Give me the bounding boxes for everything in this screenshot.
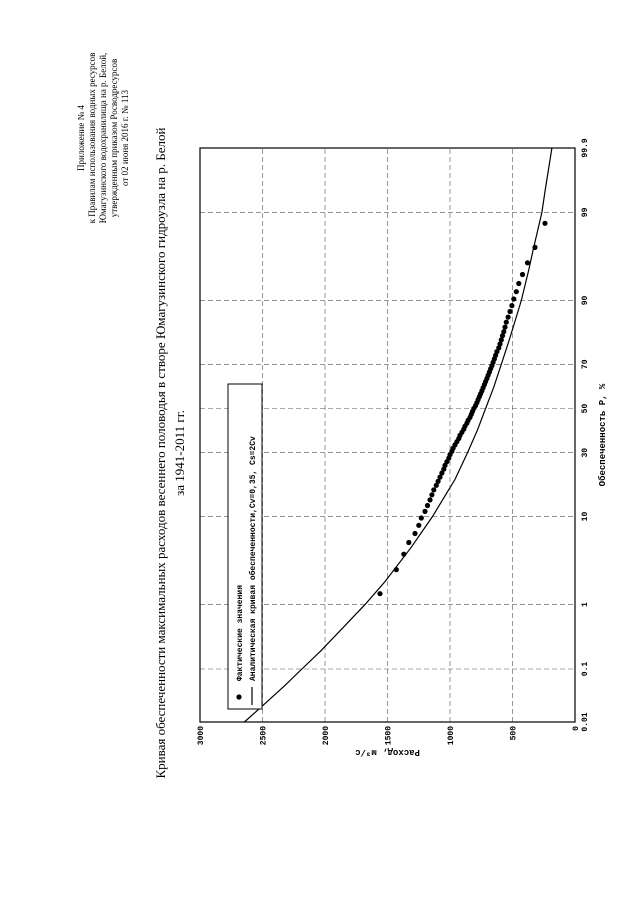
header-line-5: от 02 июня 2016 г. № 113 bbox=[120, 90, 130, 186]
y-tick-label: 2000 bbox=[322, 726, 331, 745]
x-tick-label: 10 bbox=[581, 512, 590, 522]
legend-box bbox=[227, 383, 263, 710]
data-point bbox=[502, 324, 508, 330]
legend-point-marker bbox=[236, 694, 242, 700]
chart-title: Кривая обеспеченности максимальных расхо… bbox=[153, 127, 168, 778]
data-point bbox=[499, 333, 506, 339]
x-tick-label: 0.1 bbox=[581, 662, 590, 677]
data-point bbox=[401, 551, 407, 557]
data-point bbox=[422, 508, 428, 514]
data-point bbox=[532, 244, 538, 250]
header-line-3: Юмагузинского водохранилища на р. Белой, bbox=[98, 53, 108, 224]
probability-chart: 0.01 0.1 1 10 30 50 70 90 99 99.9 0 500 1000 1500 2000… bbox=[197, 138, 608, 757]
appendix-header: Приложение № 4 к Правилам использования … bbox=[76, 53, 130, 224]
x-tick-label: 99 bbox=[581, 207, 590, 217]
data-point bbox=[511, 296, 517, 302]
data-point bbox=[433, 482, 439, 488]
data-point bbox=[498, 337, 504, 343]
y-tick-label: 2500 bbox=[260, 726, 269, 745]
y-tick-label: 0 bbox=[572, 726, 581, 731]
data-point bbox=[393, 567, 399, 573]
legend: Фактические значения Аналитическая кривая… bbox=[227, 383, 263, 710]
plot-frame bbox=[199, 147, 576, 723]
data-point bbox=[439, 470, 445, 476]
data-point bbox=[431, 487, 437, 493]
data-point bbox=[516, 280, 522, 287]
header-line-2: к Правилам использования водных ресурсов bbox=[87, 53, 97, 224]
data-point bbox=[509, 302, 515, 309]
data-point bbox=[505, 314, 511, 320]
data-point bbox=[424, 502, 431, 509]
legend-points-label: Фактические значения bbox=[236, 585, 245, 681]
data-point bbox=[507, 308, 513, 315]
data-point bbox=[513, 289, 519, 295]
data-point bbox=[519, 271, 526, 278]
data-point bbox=[503, 319, 509, 325]
x-tick-label: 30 bbox=[581, 448, 590, 458]
data-point bbox=[412, 530, 418, 537]
data-point bbox=[435, 478, 441, 484]
x-tick-label: 90 bbox=[581, 295, 590, 305]
x-tick-label: 99.9 bbox=[581, 138, 590, 157]
data-point bbox=[524, 260, 531, 266]
y-tick-label: 1000 bbox=[447, 726, 456, 745]
data-point bbox=[437, 474, 443, 480]
data-point bbox=[497, 341, 503, 347]
data-point bbox=[542, 220, 548, 226]
x-tick-label: 50 bbox=[581, 404, 590, 414]
y-tick-label: 1500 bbox=[385, 726, 394, 745]
x-tick-label: 70 bbox=[581, 359, 590, 369]
data-point bbox=[496, 345, 502, 351]
y-axis-label: Расход, м³/с bbox=[355, 747, 420, 757]
data-point bbox=[377, 591, 383, 597]
x-tick-label: 1 bbox=[581, 602, 590, 607]
data-point bbox=[501, 329, 507, 335]
header-line-4: утвержденным приказом Росводресурсов bbox=[109, 59, 119, 218]
legend-curve-label: Аналитическая кривая обеспеченности,Cv=0… bbox=[249, 436, 258, 681]
data-point bbox=[406, 539, 412, 546]
x-axis-label: Обеспеченность P, % bbox=[597, 383, 608, 486]
data-point bbox=[429, 492, 435, 498]
chart-subtitle: за 1941-2011 гг. bbox=[172, 410, 187, 496]
data-point bbox=[427, 497, 433, 503]
observed-points bbox=[377, 220, 548, 597]
data-point bbox=[416, 522, 422, 528]
header-line-1: Приложение № 4 bbox=[76, 105, 86, 171]
analytic-curve bbox=[244, 148, 553, 722]
y-tick-label: 3000 bbox=[197, 726, 206, 745]
data-point bbox=[418, 515, 424, 521]
y-tick-label: 500 bbox=[510, 726, 519, 741]
x-tick-label: 0.01 bbox=[581, 712, 590, 731]
